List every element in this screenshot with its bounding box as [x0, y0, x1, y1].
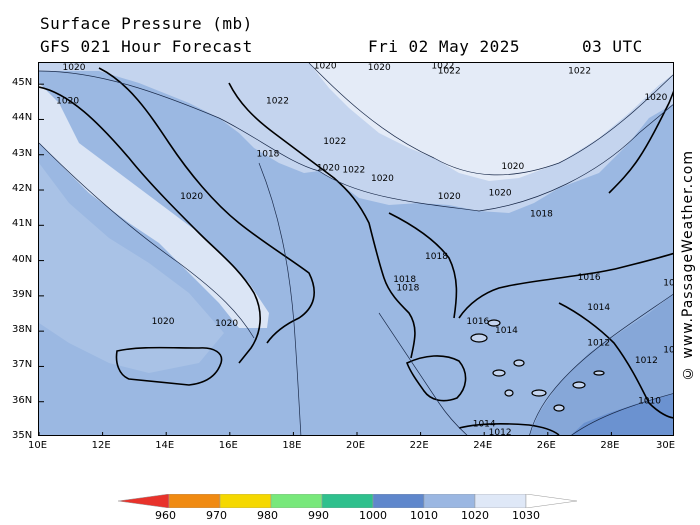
isobar-label: 1020 — [56, 97, 79, 107]
isobar-label: 1020 — [314, 63, 337, 71]
isobar-label: 1020 — [317, 164, 340, 174]
lat-tick-label: 36N — [12, 394, 33, 406]
isobar-label: 1014 — [495, 326, 518, 336]
isobar-label: 1014 — [587, 303, 610, 313]
legend-value: 990 — [308, 509, 329, 522]
lat-tick-label: 40N — [12, 253, 33, 265]
lon-tick-label: 26E — [536, 440, 556, 451]
lat-tick-label: 35N — [12, 430, 33, 441]
legend-value: 1020 — [461, 509, 489, 522]
lon-tick-label: 20E — [346, 440, 366, 451]
isobar-label: 1018 — [393, 275, 416, 285]
lon-tick-label: 18E — [282, 440, 302, 451]
pressure-field-1014 — [571, 393, 673, 435]
isobar-label: 1018 — [257, 150, 280, 160]
isobar-label: 101 — [663, 278, 674, 288]
axis-ticks — [39, 83, 612, 435]
lat-tick-label: 45N — [12, 77, 33, 89]
isobar-label: 1022 — [431, 63, 454, 71]
isobar-label: 1020 — [368, 63, 391, 73]
isobars — [39, 63, 673, 435]
legend-swatch — [168, 494, 221, 508]
isobar-label: 1018 — [425, 252, 448, 262]
isobar-label: 1016 — [578, 273, 601, 283]
isobar-label: 1018 — [530, 209, 553, 219]
pressure-field-1022 — [309, 63, 673, 181]
pressure-legend: 960 970 980 990 1000 1010 1020 1030 — [118, 494, 582, 524]
pressure-map[interactable]: 1020 1020 1020 1020 1022 1022 1022 1020 1022 1022… — [38, 62, 674, 436]
lon-tick-label: 22E — [409, 440, 429, 451]
lat-tick-label: 42N — [12, 183, 33, 195]
forecast-time: 03 UTC — [582, 37, 643, 56]
lat-tick-label: 38N — [12, 324, 33, 336]
isobar-label: 1022 — [266, 97, 289, 107]
lon-tick-label: 30E — [656, 440, 676, 451]
isobar-label: 1010 — [638, 396, 661, 406]
lat-tick-label: 37N — [12, 359, 33, 371]
isobar-label: 1020 — [180, 192, 203, 202]
legend-colorbar — [118, 494, 578, 508]
isobar-label: 1022 — [323, 137, 346, 147]
legend-value: 960 — [155, 509, 176, 522]
legend-value: 980 — [257, 509, 278, 522]
legend-value: 1000 — [359, 509, 387, 522]
isobar-label: 1022 — [568, 67, 591, 77]
isobar-label: 1020 — [501, 162, 524, 172]
legend-swatch — [118, 494, 170, 508]
lon-tick-label: 16E — [218, 440, 238, 451]
coastlines — [39, 67, 673, 435]
legend-value: 1030 — [512, 509, 540, 522]
isobar-label: 1020 — [63, 63, 86, 73]
lon-tick-label: 28E — [600, 440, 620, 451]
lon-tick-label: 10E — [28, 440, 48, 451]
legend-value: 970 — [206, 509, 227, 522]
legend-swatch — [321, 494, 374, 508]
isobar-label: 1022 — [438, 67, 461, 77]
tyrrhenian-field — [39, 163, 224, 373]
isobar-label: 1012 — [635, 356, 658, 366]
isobar-label: 1012 — [489, 428, 512, 436]
isobar-label: 101 — [663, 345, 674, 355]
lat-tick-label: 43N — [12, 147, 33, 159]
legend-swatch — [372, 494, 425, 508]
isobar-label: 1020 — [489, 188, 512, 198]
isobar-label: 1022 — [342, 165, 365, 175]
isobar-label: 1016 — [466, 317, 489, 327]
legend-swatch — [474, 494, 527, 508]
isobar-label: 1020 — [371, 174, 394, 184]
lon-tick-label: 12E — [91, 440, 111, 451]
legend-swatch — [525, 494, 578, 508]
islands — [470, 319, 605, 412]
legend-swatch — [270, 494, 323, 508]
isobar-label: 1014 — [473, 419, 496, 429]
forecast-date: Fri 02 May 2025 — [368, 37, 520, 56]
map-title: Surface Pressure (mb) — [40, 14, 253, 33]
isobar-label: 1020 — [438, 192, 461, 202]
lat-tick-label: 44N — [12, 112, 33, 124]
isobar-label: 1020 — [152, 317, 175, 327]
lat-tick-label: 39N — [12, 288, 33, 300]
lat-tick-label: 41N — [12, 218, 33, 230]
site-credit: © www.PassageWeather.com — [680, 150, 696, 382]
isobar-label: 1018 — [396, 284, 419, 294]
legend-value: 1010 — [410, 509, 438, 522]
lon-tick-label: 24E — [473, 440, 493, 451]
isobar-label: 1020 — [644, 93, 667, 103]
pressure-field-1020-italy — [39, 83, 269, 328]
legend-swatch — [219, 494, 272, 508]
pressure-field-1016 — [529, 294, 673, 435]
isobar-label: 1012 — [587, 338, 610, 348]
forecast-label: GFS 021 Hour Forecast — [40, 37, 253, 56]
lon-tick-label: 14E — [155, 440, 175, 451]
legend-swatch — [423, 494, 476, 508]
isobar-label: 1020 — [215, 319, 238, 329]
